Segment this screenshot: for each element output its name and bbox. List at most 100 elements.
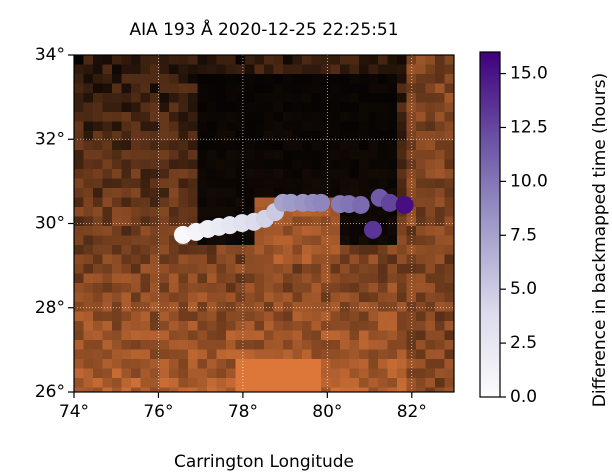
image-pixel	[416, 378, 426, 388]
image-pixel	[245, 197, 255, 208]
image-pixel	[435, 302, 445, 312]
image-pixel	[330, 102, 341, 113]
image-pixel	[444, 102, 454, 113]
image-pixel	[159, 368, 170, 379]
image-pixel	[112, 302, 122, 312]
image-pixel	[216, 131, 227, 141]
image-pixel	[349, 64, 360, 75]
image-pixel	[150, 330, 160, 341]
image-pixel	[311, 216, 322, 227]
image-pixel	[292, 74, 303, 84]
image-pixel	[207, 93, 217, 103]
image-pixel	[416, 150, 426, 160]
image-pixel	[387, 235, 398, 246]
image-pixel	[368, 359, 379, 369]
image-pixel	[264, 245, 274, 255]
image-pixel	[150, 197, 160, 208]
image-pixel	[349, 359, 360, 369]
image-pixel	[74, 340, 84, 350]
image-pixel	[435, 378, 445, 388]
image-pixel	[150, 226, 160, 236]
image-pixel	[435, 264, 445, 274]
image-pixel	[416, 273, 426, 284]
image-pixel	[140, 112, 151, 122]
image-pixel	[83, 197, 94, 208]
image-pixel	[435, 349, 445, 360]
image-pixel	[140, 330, 151, 341]
image-pixel	[245, 207, 255, 217]
image-pixel	[197, 321, 208, 331]
image-pixel	[435, 245, 445, 255]
image-pixel	[435, 321, 445, 331]
image-pixel	[273, 359, 284, 369]
image-pixel	[378, 102, 388, 113]
image-pixel	[140, 64, 151, 75]
image-pixel	[273, 140, 284, 151]
image-pixel	[359, 349, 369, 360]
image-pixel	[93, 188, 103, 198]
image-pixel	[140, 311, 151, 322]
image-pixel	[425, 235, 436, 246]
image-pixel	[292, 102, 303, 113]
image-pixel	[302, 150, 312, 160]
image-pixel	[235, 64, 246, 75]
image-pixel	[245, 83, 255, 94]
image-pixel	[273, 311, 284, 322]
image-pixel	[93, 102, 103, 113]
image-pixel	[340, 387, 350, 392]
image-pixel	[387, 387, 398, 392]
image-pixel	[397, 264, 407, 274]
image-pixel	[359, 302, 369, 312]
image-pixel	[140, 292, 151, 303]
image-pixel	[264, 188, 274, 198]
image-pixel	[169, 254, 179, 265]
image-pixel	[102, 321, 113, 331]
image-pixel	[302, 216, 312, 227]
image-pixel	[197, 216, 208, 227]
image-pixel	[83, 321, 94, 331]
image-pixel	[93, 368, 103, 379]
image-pixel	[102, 83, 113, 94]
image-pixel	[330, 150, 341, 160]
image-pixel	[378, 55, 388, 65]
image-pixel	[121, 93, 132, 103]
image-pixel	[283, 83, 293, 94]
image-pixel	[311, 378, 322, 388]
image-pixel	[83, 74, 94, 84]
image-pixel	[159, 159, 170, 170]
image-pixel	[397, 74, 407, 84]
image-pixel	[359, 235, 369, 246]
image-pixel	[292, 235, 303, 246]
image-pixel	[368, 235, 379, 246]
image-pixel	[131, 188, 141, 198]
point	[380, 193, 399, 212]
image-pixel	[311, 102, 322, 113]
image-pixel	[340, 188, 350, 198]
image-pixel	[302, 340, 312, 350]
image-pixel	[74, 216, 84, 227]
image-pixel	[197, 340, 208, 350]
image-pixel	[425, 216, 436, 227]
image-pixel	[140, 216, 151, 227]
image-pixel	[216, 302, 227, 312]
image-pixel	[245, 340, 255, 350]
image-pixel	[311, 55, 322, 65]
image-pixel	[330, 140, 341, 151]
image-pixel	[444, 368, 454, 379]
image-pixel	[425, 368, 436, 379]
image-pixel	[378, 264, 388, 274]
image-pixel	[273, 330, 284, 341]
image-pixel	[321, 121, 331, 132]
image-pixel	[254, 359, 265, 369]
image-pixel	[226, 197, 236, 208]
image-pixel	[235, 387, 246, 392]
image-pixel	[368, 292, 379, 303]
image-pixel	[235, 188, 246, 198]
image-pixel	[112, 169, 122, 179]
y-tick-label: 32°	[35, 129, 65, 149]
image-pixel	[188, 321, 198, 331]
image-pixel	[93, 178, 103, 189]
image-pixel	[226, 245, 236, 255]
image-pixel	[102, 340, 113, 350]
image-pixel	[188, 359, 198, 369]
